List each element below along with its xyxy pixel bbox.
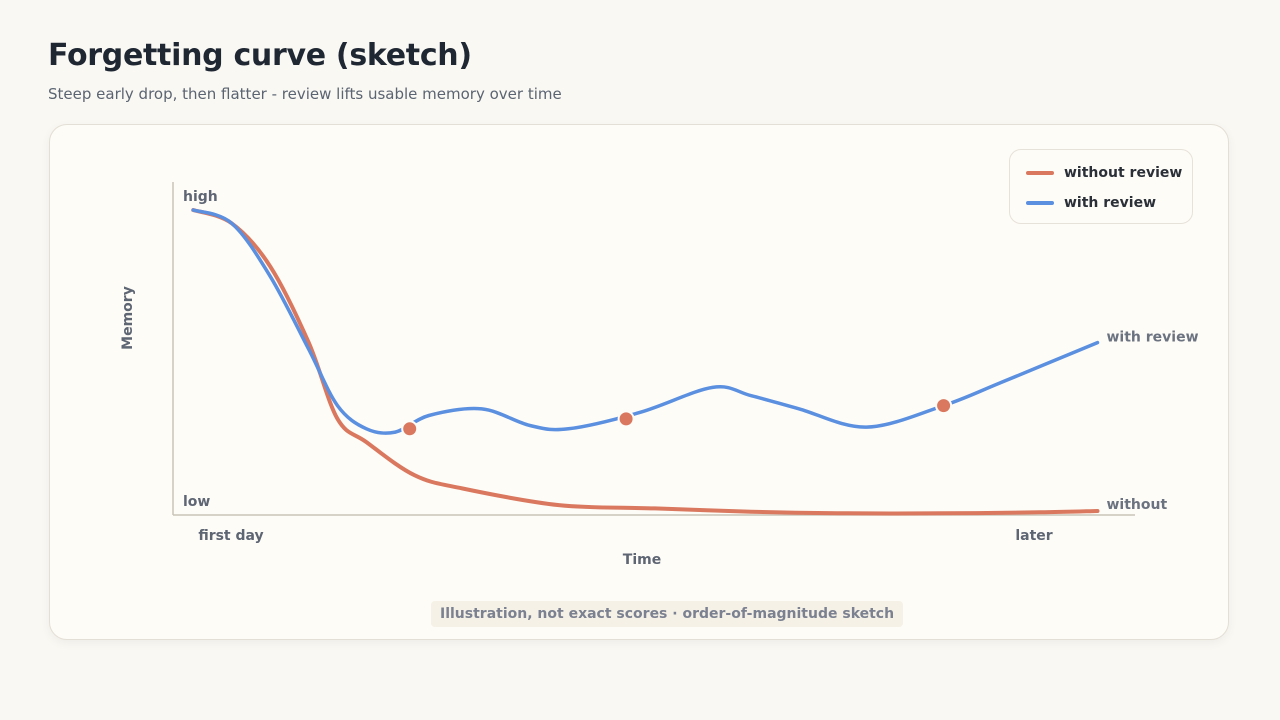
y-axis-label: Memory xyxy=(120,286,136,350)
review-marker-3 xyxy=(935,397,953,415)
review-markers xyxy=(401,397,953,438)
x-tick-label-first-day: first day xyxy=(198,528,263,544)
x-axis-label: Time xyxy=(623,552,661,568)
series-end-label-with-review: with review xyxy=(1107,330,1199,346)
legend-swatch-with-review xyxy=(1026,201,1054,205)
y-tick-label-high: high xyxy=(183,189,218,205)
legend-label-without-review: without review xyxy=(1064,165,1183,181)
review-marker-2 xyxy=(617,410,635,428)
y-tick-label-low: low xyxy=(183,494,210,510)
x-tick-label-later: later xyxy=(1015,528,1052,544)
series-line-with-review xyxy=(191,208,1100,435)
review-marker-1 xyxy=(401,420,419,438)
chart-footnote: Illustration, not exact scores · order-o… xyxy=(431,601,904,627)
legend-item-with-review: with review xyxy=(1026,193,1156,213)
page-subtitle: Steep early drop, then flatter - review … xyxy=(48,85,562,103)
legend-swatch-without-review xyxy=(1026,171,1054,175)
page-title: Forgetting curve (sketch) xyxy=(48,38,472,73)
series-line-without-review xyxy=(191,208,1100,516)
legend-item-without-review: without review xyxy=(1026,163,1182,183)
legend-label-with-review: with review xyxy=(1064,195,1157,211)
series-end-label-without: without xyxy=(1107,497,1168,513)
chart-legend: without review with review xyxy=(1009,149,1193,224)
